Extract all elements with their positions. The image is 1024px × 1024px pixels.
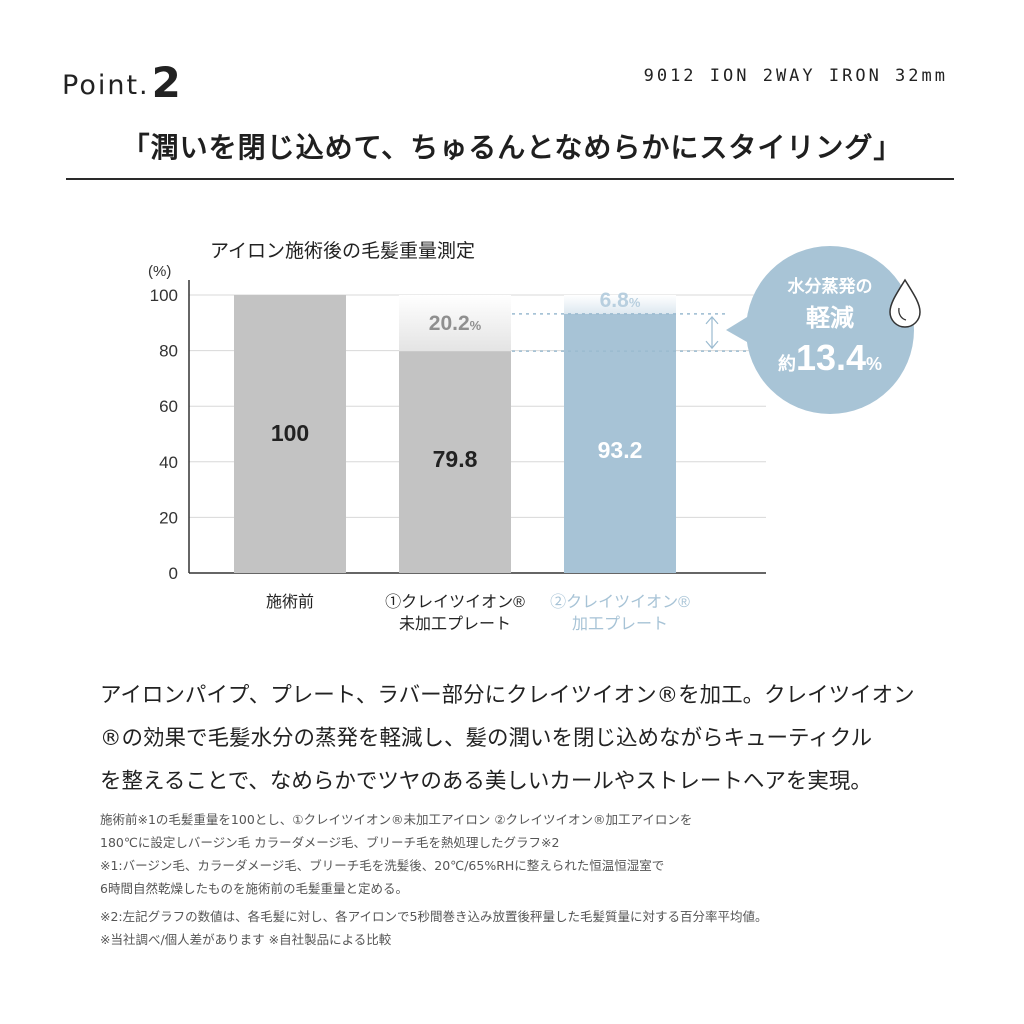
difference-arrow-head xyxy=(705,315,719,325)
bar-value-label: 100 xyxy=(271,420,309,446)
footnote-line: ※2:左記グラフの数値は、各毛髪に対し、各アイロンで5秒間巻き込み放置後秤量した… xyxy=(100,909,768,924)
footnote-line: ※1:バージン毛、カラーダメージ毛、ブリーチ毛を洗髪後、20℃/65%RHに整え… xyxy=(100,858,665,873)
water-drop-highlight xyxy=(898,307,907,321)
point-prefix: Point. xyxy=(62,70,150,101)
water-drop-icon xyxy=(889,278,921,328)
difference-arrow-head xyxy=(705,340,719,350)
x-tick-label: ①クレイツイオン® xyxy=(385,593,525,611)
remainder-bar xyxy=(399,295,511,352)
footnote-line: ※当社調べ/個人差があります ※自社製品による比較 xyxy=(100,932,392,947)
remainder-bar xyxy=(564,295,676,314)
bar-value-label: 79.8 xyxy=(433,446,478,472)
remainder-label: 6.8% xyxy=(600,289,641,312)
callout-bubble xyxy=(746,246,914,414)
callout-line1: 水分蒸発の xyxy=(788,276,873,296)
headline: 「潤いを閉じ込めて、ちゅるんとなめらかにスタイリング」 xyxy=(121,131,903,164)
x-tick-label: 施術前 xyxy=(266,593,314,611)
model-name: 9012 ION 2WAY IRON 32mm xyxy=(643,66,948,86)
chart-title: アイロン施術後の毛髪重量測定 xyxy=(210,240,475,262)
y-tick-label: 40 xyxy=(159,453,178,472)
footnotes: 施術前※1の毛髪重量を100とし、①クレイツイオン®未加工アイロン ②クレイツイ… xyxy=(100,808,960,951)
remainder-label: 20.2% xyxy=(429,312,482,335)
x-tick-label: 加工プレート xyxy=(572,615,668,633)
description-line: アイロンパイプ、プレート、ラバー部分にクレイツイオン®を加工。クレイツイオン xyxy=(100,683,915,708)
callout-value: 約13.4% xyxy=(778,337,882,378)
y-axis-label: (%) xyxy=(148,263,171,280)
point-label: Point.2 xyxy=(62,58,183,107)
bar xyxy=(234,295,346,573)
callout-pointer xyxy=(726,314,754,346)
x-tick-label: ②クレイツイオン® xyxy=(550,593,690,611)
footnote-line: 施術前※1の毛髪重量を100とし、①クレイツイオン®未加工アイロン ②クレイツイ… xyxy=(100,812,693,827)
y-tick-label: 60 xyxy=(159,397,178,416)
bar xyxy=(564,313,676,573)
headline-rule xyxy=(66,178,954,180)
x-tick-label: 未加工プレート xyxy=(399,615,511,633)
weight-chart: アイロン施術後の毛髪重量測定 (%) 0 20 40 60 80 100 100 施術前 20.2%… xyxy=(148,240,921,633)
y-tick-label: 20 xyxy=(159,508,178,527)
description: アイロンパイプ、プレート、ラバー部分にクレイツイオン®を加工。クレイツイオン ®… xyxy=(100,674,940,803)
bar-value-label: 93.2 xyxy=(598,437,643,463)
point-number: 2 xyxy=(151,58,183,107)
y-tick-label: 80 xyxy=(159,342,178,361)
footnote-line: 6時間自然乾燥したものを施術前の毛髪重量と定める。 xyxy=(100,881,408,896)
bar xyxy=(399,351,511,573)
y-tick-label: 100 xyxy=(150,286,178,305)
y-tick-label: 0 xyxy=(169,564,178,583)
description-line: ®の効果で毛髪水分の蒸発を軽減し、髪の潤いを閉じ込めながらキューティクル xyxy=(100,726,873,751)
footnote-line: 180℃に設定しバージン毛 カラーダメージ毛、ブリーチ毛を熱処理したグラフ※2 xyxy=(100,835,560,850)
callout-line2: 軽減 xyxy=(806,305,854,332)
description-line: を整えることで、なめらかでツヤのある美しいカールやストレートヘアを実現。 xyxy=(100,769,872,794)
